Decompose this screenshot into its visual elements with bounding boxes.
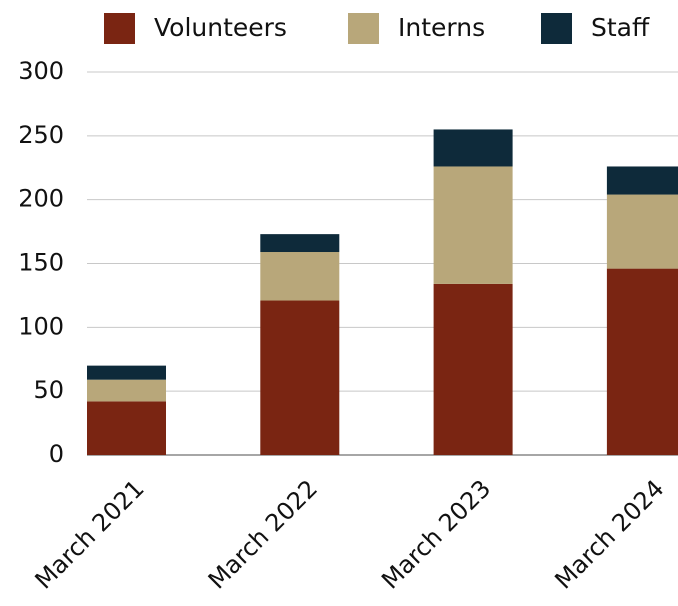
bar-segment — [87, 379, 166, 402]
bar-segment — [260, 234, 340, 253]
legend-swatch — [541, 13, 572, 44]
x-tick-label: March 2023 — [376, 474, 496, 594]
bar-segment — [606, 268, 678, 455]
y-tick-label: 0 — [49, 440, 64, 468]
x-tick-label: March 2022 — [203, 474, 323, 594]
legend-swatch — [104, 13, 135, 44]
y-tick-label: 150 — [18, 249, 64, 277]
legend-label: Volunteers — [154, 13, 287, 42]
y-tick-label: 250 — [18, 121, 64, 149]
y-tick-label: 200 — [18, 185, 64, 213]
bar-segment — [433, 283, 513, 455]
bar-segment — [606, 166, 678, 195]
legend-label: Interns — [398, 13, 485, 42]
legend-label: Staff — [591, 13, 650, 42]
bar-segment — [87, 401, 166, 455]
bar-segment — [260, 252, 340, 301]
bar-segment — [433, 166, 513, 284]
legend-swatch — [348, 13, 379, 44]
bar-segment — [606, 194, 678, 269]
bar-segment — [87, 365, 166, 380]
bar-segment — [433, 129, 513, 167]
x-tick-label: March 2024 — [549, 474, 669, 594]
y-tick-label: 100 — [18, 312, 64, 340]
x-tick-label: March 2021 — [30, 474, 150, 594]
bar-segment — [260, 300, 340, 455]
y-tick-label: 300 — [18, 57, 64, 85]
y-tick-label: 50 — [33, 376, 64, 404]
